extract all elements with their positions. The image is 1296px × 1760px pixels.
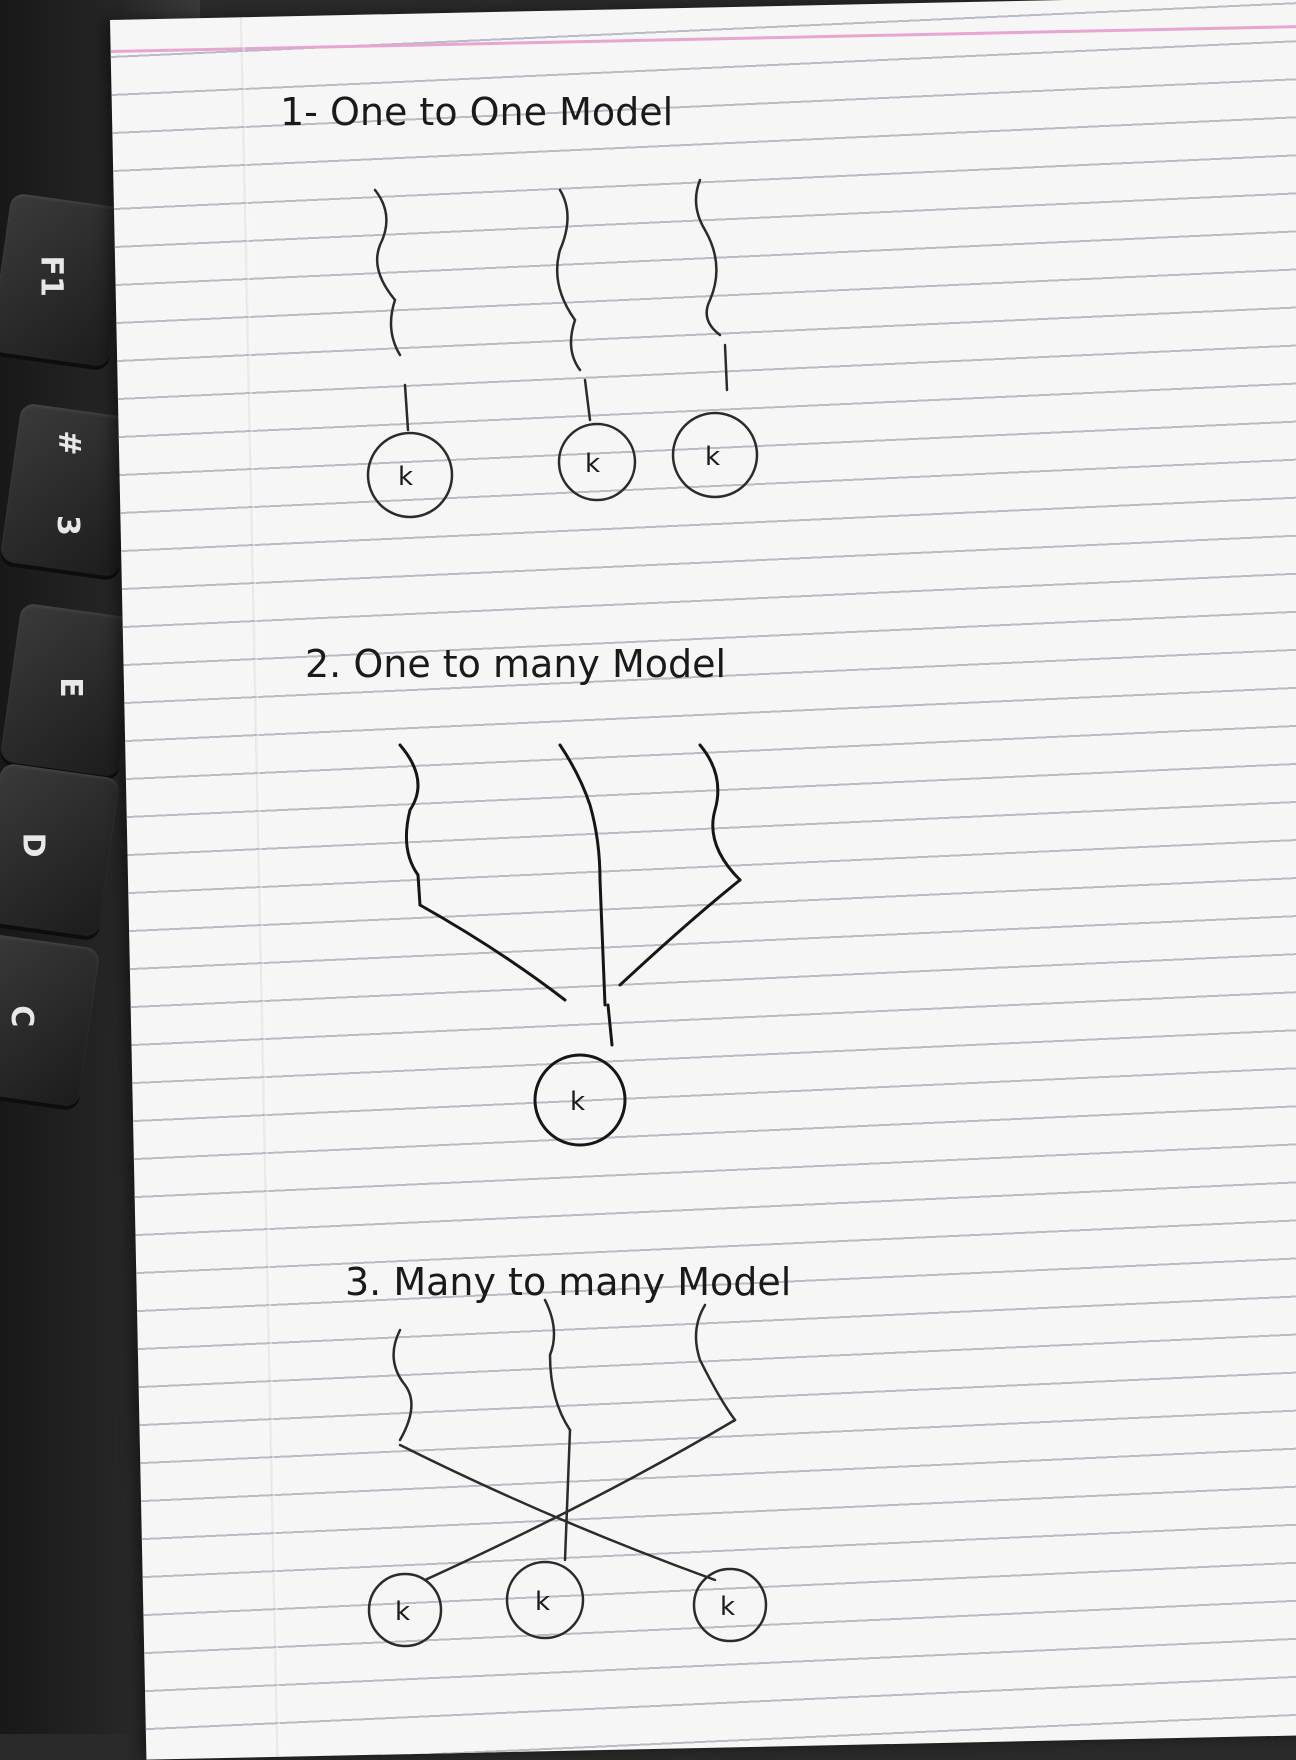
one-to-many-diagram: k <box>398 743 742 1147</box>
cross-line-2 <box>423 1418 737 1582</box>
svg-text:k: k <box>398 462 413 492</box>
thread-2 <box>558 743 602 882</box>
section-3-title: 3. Many to many Model <box>345 1260 791 1304</box>
svg-text:k: k <box>720 1592 735 1622</box>
cross-line-3 <box>563 1428 572 1562</box>
one-to-one-diagram: k k k <box>366 178 759 519</box>
many-to-many-diagram: k k k <box>367 1298 768 1648</box>
thread-2 <box>543 1298 572 1432</box>
link-1 <box>403 383 410 432</box>
section-2-title: 2. One to many Model <box>305 642 726 686</box>
kernel-node-2 <box>557 422 637 502</box>
svg-text:k: k <box>705 442 720 472</box>
svg-text:k: k <box>585 449 600 479</box>
branch-left <box>418 903 567 1002</box>
kernel-node-3 <box>692 1567 768 1643</box>
kernel-node <box>533 1053 627 1147</box>
svg-text:k: k <box>570 1087 585 1117</box>
thread-2 <box>555 188 582 372</box>
thread-3 <box>694 1303 737 1422</box>
thread-3 <box>698 743 742 882</box>
kernel-node-1 <box>366 431 454 519</box>
svg-text:k: k <box>395 1597 410 1627</box>
cross-line-1 <box>398 1443 717 1582</box>
link-to-kernel <box>606 1003 614 1047</box>
svg-text:k: k <box>535 1587 550 1617</box>
thread-1 <box>373 188 402 357</box>
branch-middle <box>598 878 607 1007</box>
thread-3 <box>694 178 722 337</box>
kernel-node-2 <box>505 1560 585 1640</box>
thread-1 <box>392 1328 413 1442</box>
link-2 <box>583 378 592 422</box>
branch-right <box>618 878 742 987</box>
kernel-node-3 <box>671 411 759 499</box>
section-1-title: 1- One to One Model <box>280 90 673 134</box>
thread-1 <box>398 743 422 907</box>
link-3 <box>723 343 729 392</box>
kernel-node-1 <box>367 1572 443 1648</box>
